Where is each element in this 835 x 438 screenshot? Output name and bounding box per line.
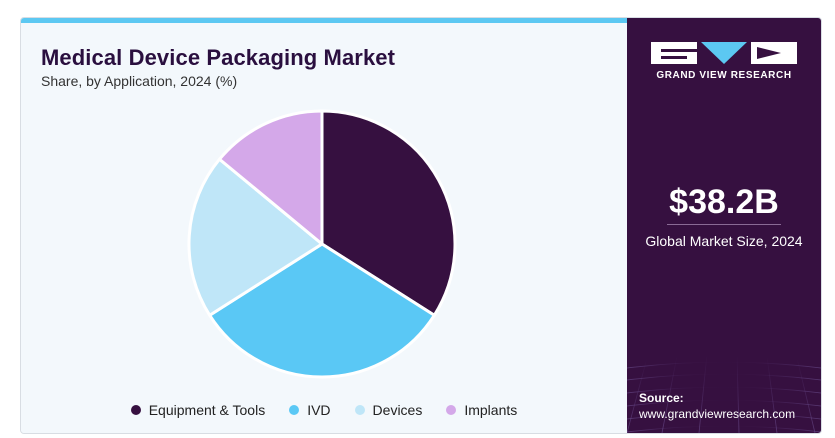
pie-slice-devices [187,157,324,317]
legend-label: Devices [372,402,423,418]
divider [667,224,781,225]
chart-panel: Medical Device Packaging Market Share, b… [21,23,627,433]
legend-item-equipment-tools: Equipment & Tools [130,402,266,418]
brand-name: GRAND VIEW RESEARCH [656,70,792,81]
legend-swatch [289,405,300,415]
logo-mark-v-icon [701,42,747,64]
decorative-grid-icon [627,353,821,433]
legend-item-devices: Devices [354,402,423,418]
chart-subtitle: Share, by Application, 2024 (%) [41,73,238,89]
legend-label: Equipment & Tools [148,402,266,418]
accent-bar [21,18,627,23]
pie-chart [187,109,457,379]
legend-swatch [446,405,457,415]
logo-mark-g-icon [651,42,697,64]
source-link[interactable]: www.grandviewresearch.com [639,407,796,421]
pie-slice-implants [218,109,324,246]
legend-label: Implants [464,402,518,418]
legend-item-ivd: IVD [289,402,331,418]
legend-label: IVD [307,402,331,418]
brand-logo: GRAND VIEW RESEARCH [651,42,797,92]
legend-swatch [354,405,365,415]
market-size-label: Global Market Size, 2024 [645,233,803,249]
chart-card: Medical Device Packaging Market Share, b… [20,17,822,434]
source-label: Source: [639,391,684,405]
chart-legend: Equipment & Tools IVD Devices Implants [21,402,627,418]
logo-mark-r-icon [751,42,797,64]
pie-slice-ivd [208,242,436,379]
chart-title: Medical Device Packaging Market [41,45,396,70]
info-panel: GRAND VIEW RESEARCH $38.2B Global Market… [627,18,821,433]
market-size-value: $38.2B [669,183,779,221]
legend-swatch [130,405,141,415]
legend-item-implants: Implants [446,402,517,418]
